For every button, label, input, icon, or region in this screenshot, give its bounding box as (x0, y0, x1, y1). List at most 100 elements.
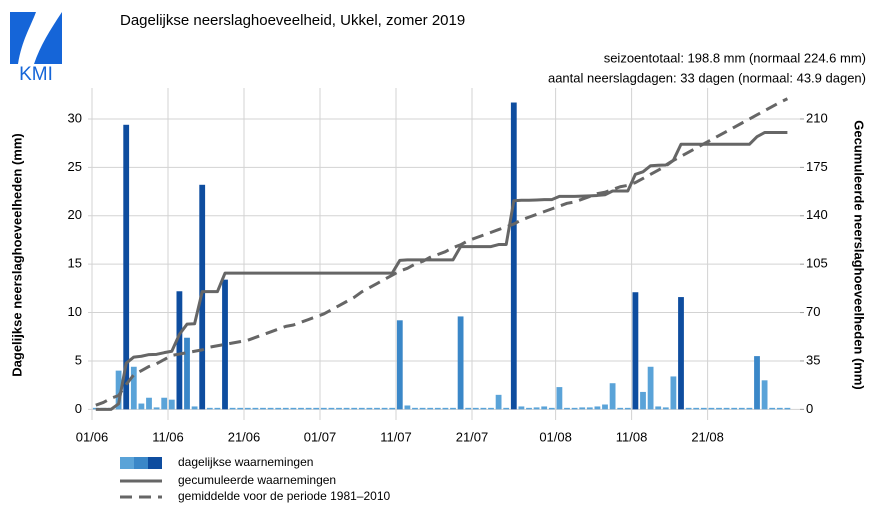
bar (404, 405, 411, 410)
y2-tick-label: 0 (806, 401, 813, 416)
bar (731, 407, 738, 410)
legend-swatch (134, 457, 148, 469)
bar (328, 407, 335, 410)
bar (738, 407, 745, 410)
bar (510, 102, 517, 410)
bar (640, 391, 646, 410)
bar (176, 291, 183, 410)
bar (632, 292, 639, 410)
x-tick-label: 21/06 (228, 429, 261, 444)
x-tick-label: 11/07 (380, 429, 412, 444)
bar (115, 370, 122, 410)
bar (602, 404, 608, 410)
bar (564, 407, 570, 410)
bar (526, 407, 532, 410)
y-tick-label: 5 (75, 352, 82, 367)
bar (237, 407, 244, 410)
bar (168, 399, 175, 410)
logo: KMI (10, 12, 62, 85)
bar (229, 407, 236, 410)
y2-tick-label: 175 (806, 159, 828, 174)
bar (761, 380, 768, 410)
bar (579, 407, 586, 410)
bar (419, 407, 426, 410)
bar (450, 407, 456, 410)
bar (434, 407, 441, 410)
bar (472, 407, 479, 410)
bar (244, 407, 251, 410)
bar (784, 407, 791, 410)
bar (412, 407, 418, 410)
bar (267, 407, 274, 410)
bar (389, 407, 396, 410)
bar (191, 406, 198, 410)
bar (336, 407, 342, 410)
bar (754, 356, 760, 410)
bar (716, 407, 722, 410)
x-tick-label: 01/08 (539, 429, 572, 444)
legend-label: gecumuleerde waarnemingen (178, 473, 336, 487)
logo-shape (10, 12, 36, 64)
bar (358, 407, 365, 410)
y2-tick-label: 210 (806, 110, 828, 125)
bar (518, 406, 525, 410)
bar (594, 406, 601, 410)
annotation: seizoentotaal: 198.8 mm (normaal 224.6 m… (604, 50, 866, 65)
bar (138, 403, 145, 410)
y2-axis-label: Gecumuleerde neerslaghoeveelheden (mm) (852, 120, 867, 389)
annotation: aantal neerslagdagen: 33 dagen (normaal:… (548, 70, 866, 85)
bar (776, 407, 783, 410)
bar (693, 407, 700, 410)
bar (503, 407, 510, 410)
bar (396, 320, 403, 410)
bar (571, 407, 578, 410)
legend-swatch (120, 457, 134, 469)
bar (617, 407, 624, 410)
y2-tick-label: 105 (806, 256, 828, 271)
bar (495, 394, 502, 410)
bar (647, 366, 654, 410)
bar (305, 407, 312, 410)
x-tick-label: 11/06 (152, 429, 184, 444)
logo-text: KMI (19, 64, 53, 85)
bar (457, 316, 464, 410)
bar (769, 407, 776, 410)
bar (374, 407, 380, 410)
y-tick-label: 15 (68, 256, 82, 271)
bar (624, 407, 631, 410)
bar (609, 383, 616, 410)
bar (746, 407, 753, 410)
bar (662, 407, 669, 410)
bar (206, 407, 213, 410)
bar (290, 407, 297, 410)
bar (465, 407, 472, 410)
bar (533, 407, 540, 410)
bar (488, 407, 494, 410)
bar (723, 407, 730, 410)
bar (298, 407, 304, 410)
bar (343, 407, 350, 410)
bar (252, 407, 259, 410)
y-tick-label: 0 (75, 401, 82, 416)
bar (678, 297, 684, 410)
bar (586, 407, 593, 410)
legend-label: gemiddelde voor de periode 1981–2010 (178, 489, 390, 503)
bar (427, 407, 434, 410)
y-tick-label: 10 (68, 304, 82, 319)
bar (351, 407, 358, 410)
y2-tick-label: 140 (806, 207, 828, 222)
bar (184, 337, 190, 410)
bar (655, 406, 662, 410)
y-tick-label: 20 (68, 207, 82, 222)
legend-swatch (148, 457, 162, 469)
x-tick-label: 21/07 (456, 429, 489, 444)
x-tick-label: 01/07 (304, 429, 337, 444)
chart-title: Dagelijkse neerslaghoeveelheid, Ukkel, z… (120, 12, 465, 29)
bar (541, 406, 548, 410)
bar (153, 407, 160, 410)
bar (260, 407, 266, 410)
bar (123, 124, 130, 410)
x-tick-label: 01/06 (76, 429, 109, 444)
bar (442, 407, 449, 410)
